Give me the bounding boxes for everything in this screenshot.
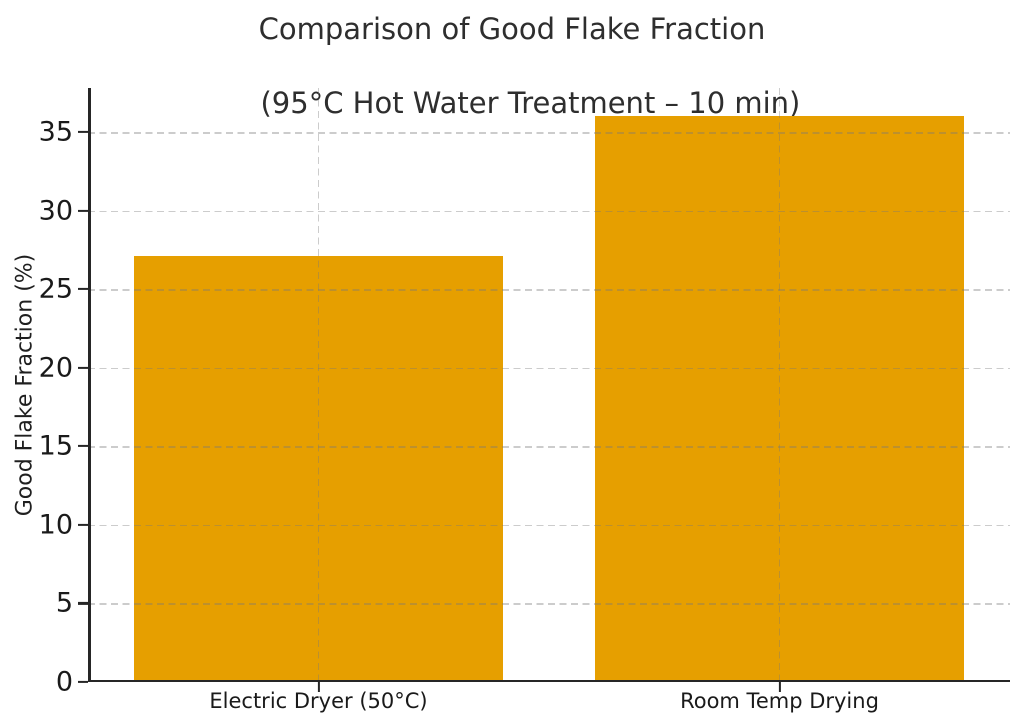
- y-tick-label: 20: [38, 352, 73, 384]
- y-tick-mark: [78, 209, 88, 212]
- y-tick-label: 5: [55, 587, 73, 619]
- v-gridline: [317, 88, 320, 682]
- v-gridline: [778, 88, 781, 682]
- h-gridline: [88, 524, 1010, 527]
- h-gridline: [88, 289, 1010, 291]
- y-tick-label: 10: [38, 509, 73, 541]
- y-tick-label: 30: [38, 195, 73, 227]
- y-tick-mark: [78, 602, 88, 605]
- bar-electric-dryer: [134, 256, 503, 682]
- chart-title-line2: (95°C Hot Water Treatment – 10 min): [260, 86, 801, 120]
- x-tick-label: Electric Dryer (50°C): [209, 689, 428, 713]
- y-tick-mark: [78, 680, 88, 684]
- h-gridline: [88, 132, 1010, 134]
- h-gridline: [88, 603, 1010, 605]
- y-axis-label: Good Flake Fraction (%): [12, 253, 38, 517]
- y-tick-label: 0: [55, 666, 73, 698]
- x-axis-spine: [88, 679, 1010, 682]
- y-tick-label: 35: [38, 116, 73, 148]
- chart-title: Comparison of Good Flake Fraction (95°C …: [0, 11, 1024, 159]
- x-tick-mark: [317, 682, 320, 692]
- bar-room-temp: [595, 116, 964, 682]
- y-tick-label: 25: [38, 273, 73, 305]
- y-tick-mark: [78, 523, 88, 526]
- y-axis-spine: [88, 88, 91, 682]
- x-tick-label: Room Temp Drying: [680, 689, 879, 713]
- h-gridline: [88, 367, 1010, 370]
- x-tick-mark: [778, 682, 781, 692]
- h-gridline: [88, 446, 1010, 448]
- y-tick-mark: [78, 366, 88, 369]
- h-gridline: [88, 210, 1010, 213]
- y-tick-mark: [78, 288, 88, 291]
- y-tick-mark: [78, 445, 88, 448]
- y-tick-mark: [78, 130, 88, 134]
- plot-area: 0 5 10 15 20 25 30 35 Electric Dryer (50°C) Room …: [39, 88, 1010, 713]
- y-tick-label: 15: [38, 430, 73, 462]
- chart-title-line1: Comparison of Good Flake Fraction: [258, 12, 766, 46]
